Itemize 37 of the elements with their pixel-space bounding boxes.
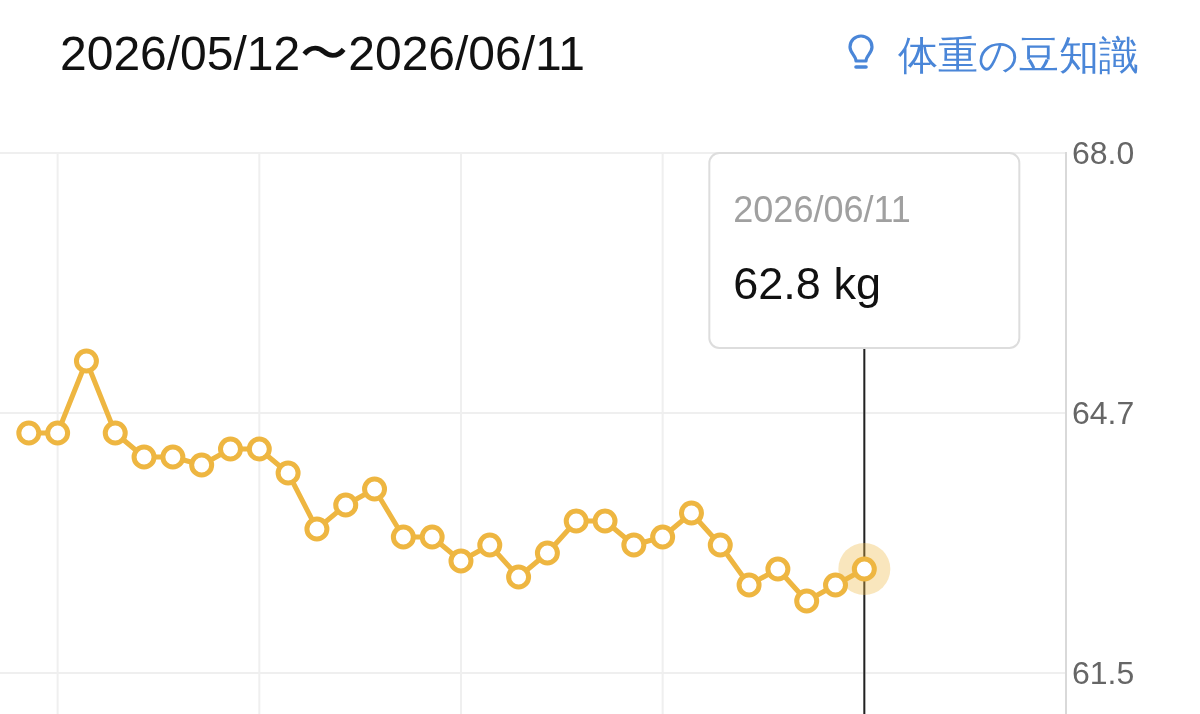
point [563,508,589,534]
point [506,564,532,590]
point [419,524,445,550]
point [794,588,820,614]
point [333,492,359,518]
point [390,524,416,550]
point [448,548,474,574]
annotation: 62.8 kg [733,258,881,309]
tooltip: 2026/06/11 62.8 kg [708,152,1021,349]
point [823,572,849,598]
y-tick-label: 64.7 [1072,395,1135,431]
point [707,532,733,558]
chart-title: 2026/05/12〜2026/06/11 [60,27,585,80]
point [621,532,647,558]
point [73,348,99,374]
point [131,444,157,470]
point [304,516,330,542]
point [102,420,128,446]
point [678,500,704,526]
point [362,476,388,502]
point [477,532,503,558]
y-tick-label: 61.5 [1072,655,1135,691]
annotation: 2026/06/11 [733,189,911,230]
point [189,452,215,478]
point [650,524,676,550]
point [217,436,243,462]
text: 体重の豆知識 [898,33,1139,77]
y-tick-label: 68.0 [1072,135,1135,171]
point [765,556,791,582]
point [275,460,301,486]
point [160,444,186,470]
point [16,420,42,446]
point [45,420,71,446]
point [534,540,560,566]
point [592,508,618,534]
point [246,436,272,462]
point [736,572,762,598]
